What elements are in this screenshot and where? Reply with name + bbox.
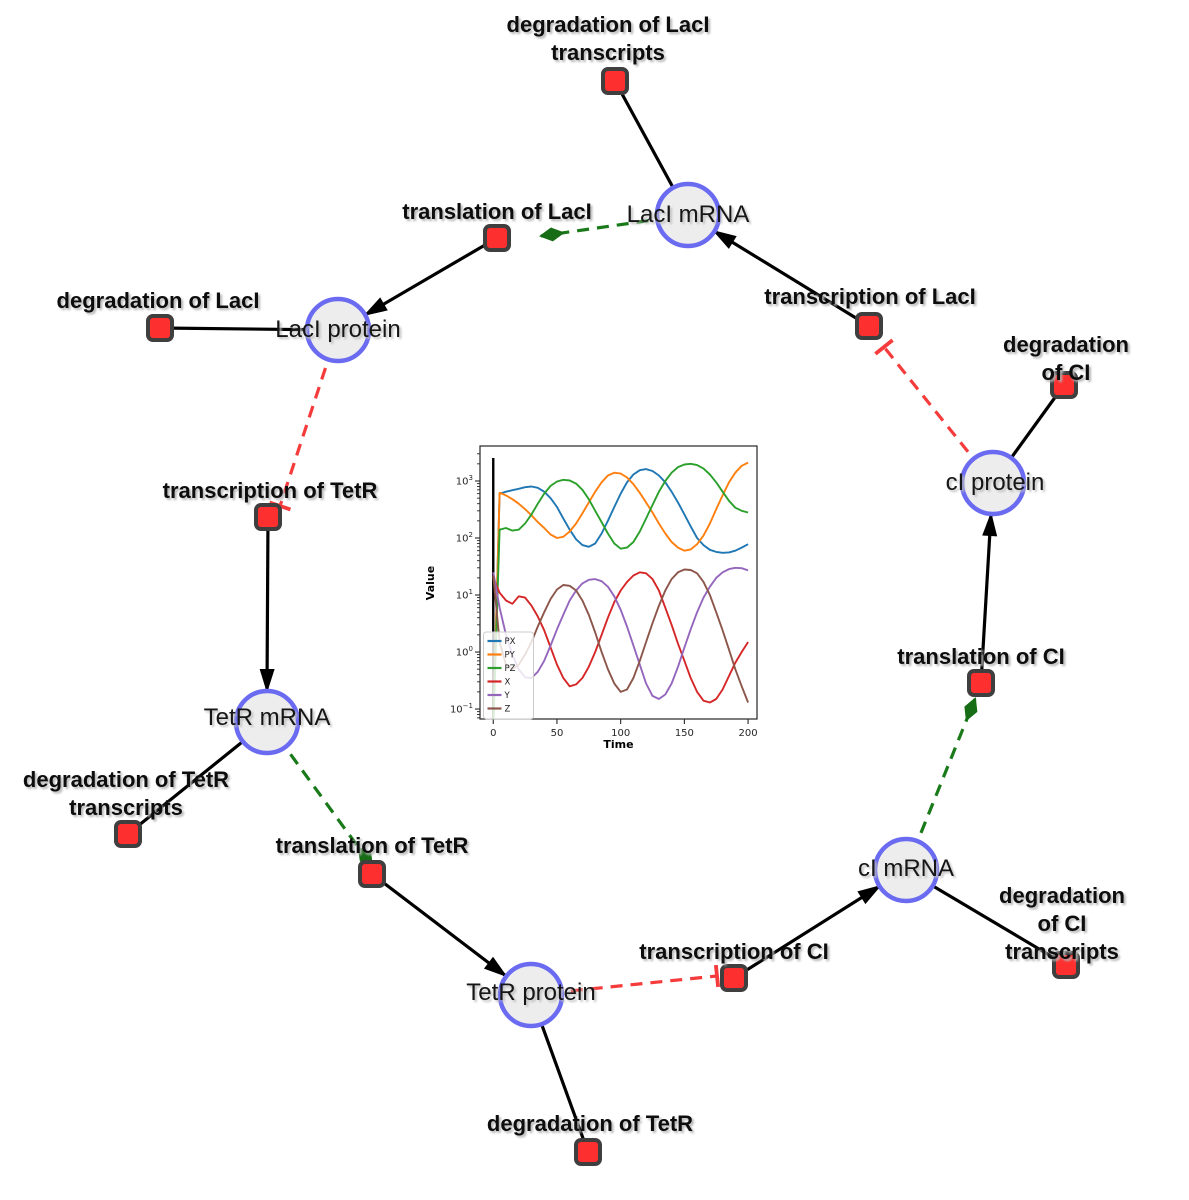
reaction-node-translation-laci bbox=[483, 224, 511, 252]
legend-entry-Z: Z bbox=[505, 705, 511, 715]
series-line-PY bbox=[492, 461, 749, 719]
species-label-ci-mrna: cI mRNA bbox=[858, 855, 954, 882]
species-node-laci-protein bbox=[304, 296, 372, 364]
axes-box bbox=[479, 445, 758, 720]
series-line-PX bbox=[492, 468, 749, 719]
chart-svg: 0 50 100 150 20010−1100101102103TimeValuePXP… bbox=[424, 445, 758, 751]
x-tick-label: 50 bbox=[551, 728, 564, 739]
legend-entry-PY: PY bbox=[505, 651, 516, 661]
chart-legend: PX PY PZ XYZ bbox=[483, 631, 534, 720]
y-tick-label: 10−1 bbox=[450, 702, 473, 716]
species-label-tetr-protein: TetR protein bbox=[466, 979, 596, 1006]
reaction-label-transcription-laci: transcription of LacI bbox=[764, 284, 976, 309]
species-node-laci-mrna bbox=[654, 181, 722, 249]
series-line-PZ bbox=[492, 462, 749, 719]
edge-translation-ci-to-ci-protein bbox=[979, 512, 998, 684]
species-node-tetr-protein bbox=[497, 961, 565, 1029]
edge-translation-tetr-to-tetr-protein bbox=[371, 872, 508, 978]
y-tick-label: 101 bbox=[456, 588, 473, 602]
reaction-label-deg-tetr: degradation of TetR bbox=[486, 1111, 694, 1136]
reaction-node-translation-ci bbox=[967, 669, 995, 697]
reaction-label-transcription-ci: transcription of CI bbox=[639, 939, 829, 964]
y-tick-label: 100 bbox=[456, 645, 473, 659]
species-label-tetr-mrna: TetR mRNA bbox=[203, 704, 331, 731]
reaction-node-deg-tetr bbox=[574, 1138, 602, 1166]
series-line-X bbox=[492, 571, 749, 704]
legend-entry-Y: Y bbox=[504, 691, 511, 701]
nodes-layer bbox=[114, 67, 1080, 1166]
species-node-ci-mrna bbox=[872, 836, 940, 904]
reaction-node-deg-laci bbox=[146, 314, 174, 342]
legend-entry-X: X bbox=[505, 678, 511, 688]
reaction-node-transcription-ci bbox=[720, 964, 748, 992]
reaction-label-deg-ci-transcripts: degradation of CI transcripts bbox=[999, 883, 1125, 964]
reaction-node-deg-ci-transcripts bbox=[1052, 951, 1080, 979]
y-tick-label: 102 bbox=[456, 531, 473, 545]
edge-transcription-laci-to-laci-mrna bbox=[712, 229, 870, 328]
legend-entry-PX: PX bbox=[505, 637, 516, 647]
x-tick-label: 100 bbox=[611, 728, 630, 739]
series-line-Z bbox=[492, 568, 749, 703]
edge-translation-laci-to-laci-protein bbox=[363, 236, 498, 317]
y-axis-label: Value bbox=[424, 566, 437, 600]
x-axis-label: Time bbox=[603, 738, 633, 751]
edge-transcription-tetr-to-tetr-mrna bbox=[259, 516, 275, 693]
x-tick-label: 200 bbox=[739, 728, 758, 739]
series-line-Y bbox=[492, 566, 749, 700]
reaction-label-deg-tetr-transcripts: degradation of TetR transcripts bbox=[22, 767, 230, 820]
reaction-node-translation-tetr bbox=[358, 860, 386, 888]
species-node-tetr-mrna bbox=[233, 688, 301, 756]
x-tick-label: 150 bbox=[675, 728, 694, 739]
reaction-label-transcription-tetr: transcription of TetR bbox=[162, 478, 378, 503]
reaction-node-transcription-tetr bbox=[254, 503, 282, 531]
reaction-label-deg-laci: degradation of LacI bbox=[56, 288, 260, 313]
reaction-node-deg-ci bbox=[1050, 371, 1078, 399]
edge-transcription-ci-to-ci-mrna bbox=[733, 884, 882, 980]
reaction-label-translation-laci: translation of LacI bbox=[402, 199, 592, 224]
reaction-node-transcription-laci bbox=[855, 312, 883, 340]
timeseries-chart: 0 50 100 150 200 10−1 100 101 102 103 Time Value PX P… bbox=[420, 435, 780, 770]
legend-entry-PZ: PZ bbox=[505, 664, 516, 674]
species-label-ci-protein: cI protein bbox=[945, 469, 1045, 496]
species-node-ci-protein bbox=[959, 449, 1027, 517]
y-tick-label: 103 bbox=[456, 474, 473, 488]
reaction-label-deg-ci: degradation of CI bbox=[1003, 332, 1129, 385]
reaction-node-deg-tetr-transcripts bbox=[114, 820, 142, 848]
reaction-label-deg-laci-transcripts: degradation of LacI transcripts bbox=[506, 12, 710, 65]
x-tick-label: 0 bbox=[490, 728, 496, 739]
reaction-label-translation-ci: translation of CI bbox=[897, 644, 1065, 669]
reaction-label-translation-tetr: translation of TetR bbox=[275, 833, 469, 858]
species-label-laci-mrna: LacI mRNA bbox=[626, 201, 750, 228]
reaction-node-deg-laci-transcripts bbox=[601, 67, 629, 95]
species-label-laci-protein: LacI protein bbox=[275, 316, 401, 343]
